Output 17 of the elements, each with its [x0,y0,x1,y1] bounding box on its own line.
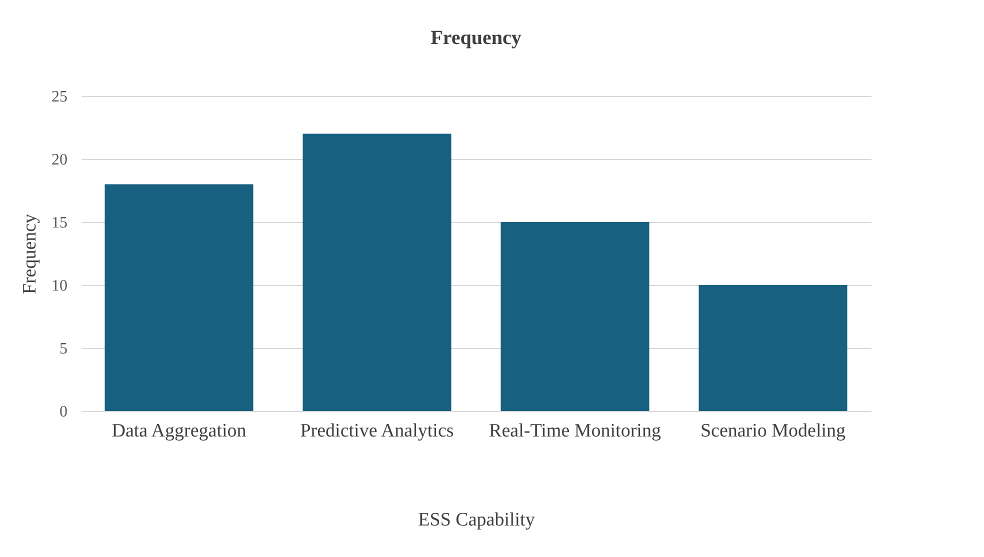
y-tick-label: 20 [52,152,68,168]
x-tick-label: Scenario Modeling [700,420,846,442]
y-tick-label: 0 [60,404,68,420]
y-tick-label: 15 [52,214,68,232]
x-tick-label: Real-Time Monitoring [489,420,662,442]
y-tick-label: 25 [52,88,68,106]
bar [104,184,254,411]
x-axis-title: ESS Capability [418,510,536,530]
x-tick-label: Predictive Analytics [300,420,454,442]
y-axis-title: Frequency [20,213,40,294]
bar [698,285,848,411]
x-tick-label: Data Aggregation [112,420,247,442]
y-tick-label: 10 [52,278,68,294]
bar [302,134,452,411]
bar [500,222,650,411]
chart-title: Frequency [430,27,522,49]
y-tick-label: 5 [60,340,68,358]
